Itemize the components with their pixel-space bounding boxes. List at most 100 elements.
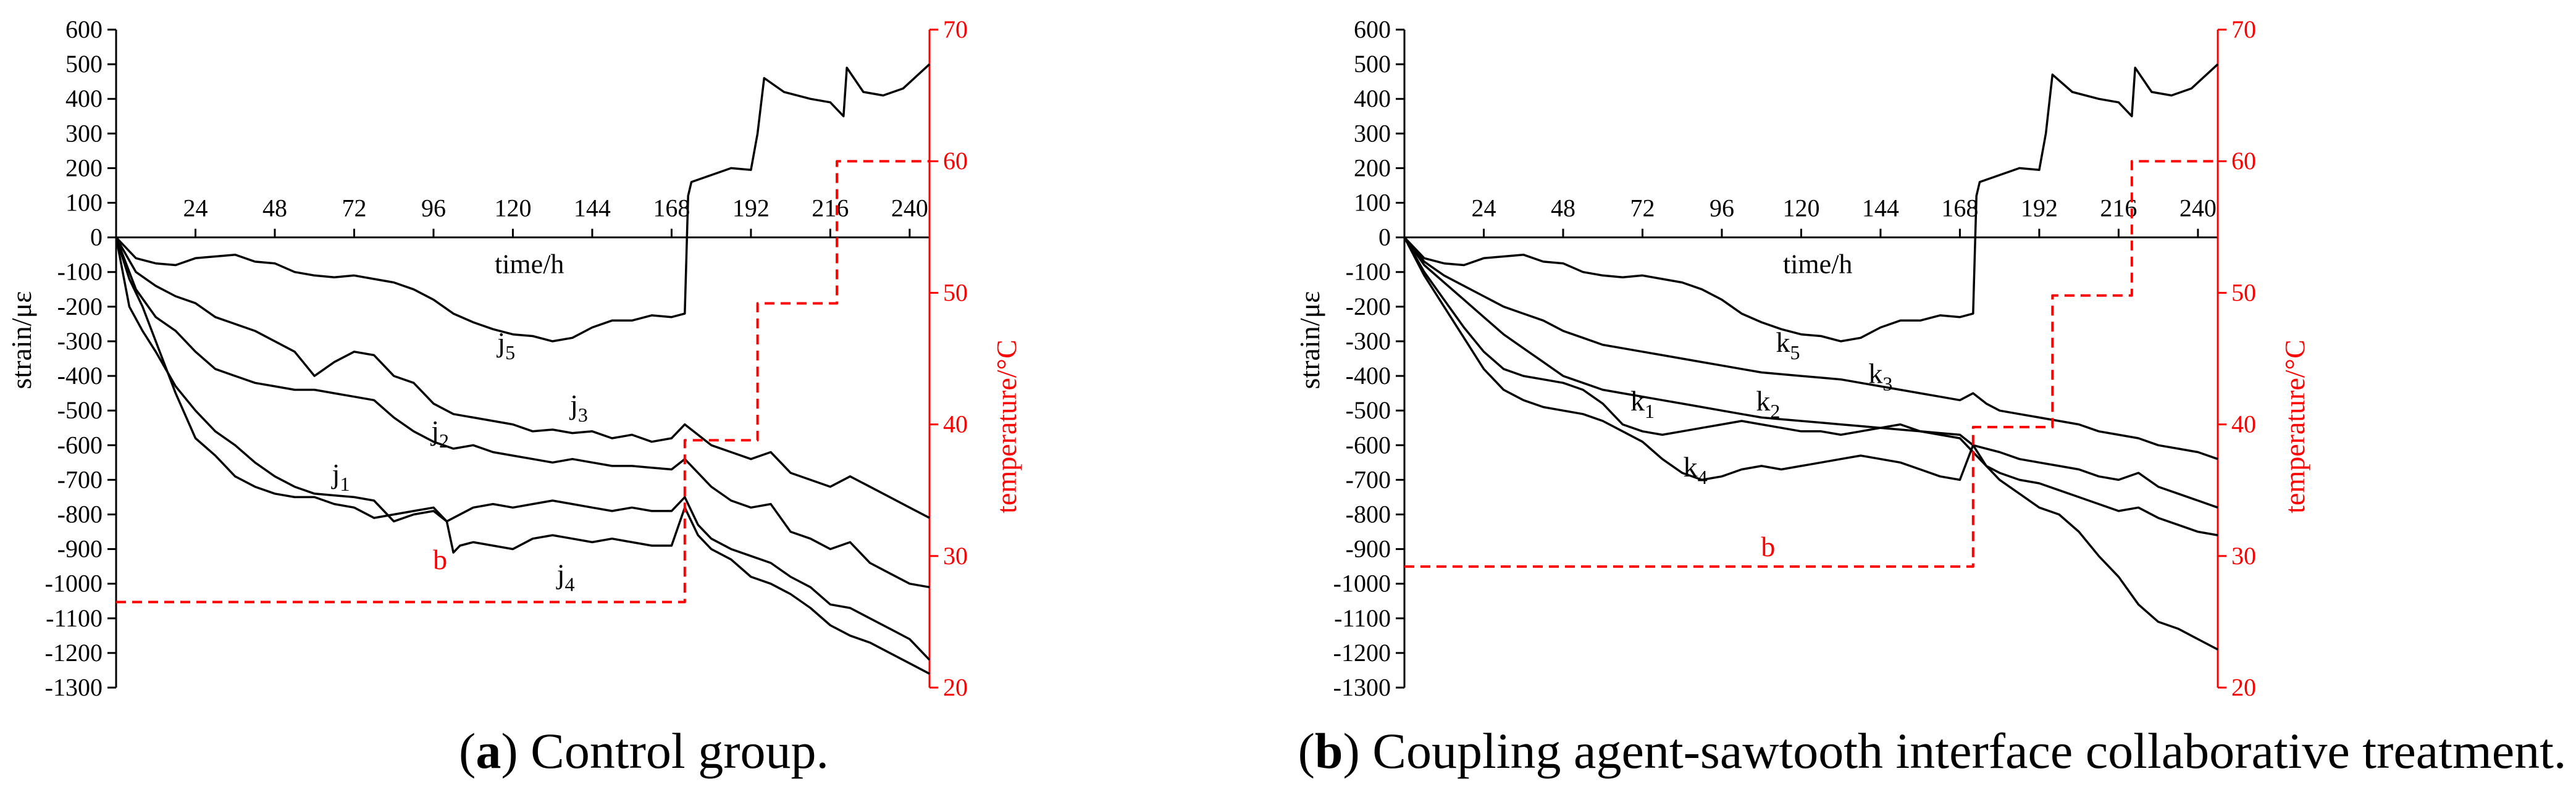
y-tick-label-left: -300	[1346, 327, 1391, 355]
chart-b-svg: 600 500 400 300 200 100 0 -100 -200 -300 -400 -500 -…	[1294, 15, 2310, 701]
y-axis-label-right: temperature/°C	[2279, 339, 2310, 514]
y-tick-label-left: -700	[1346, 465, 1391, 493]
caption-text: Control group.	[518, 723, 829, 779]
strain-line-j1	[115, 237, 931, 661]
y-tick-label-left: 600	[65, 15, 103, 43]
y-tick-label-right: 50	[2231, 278, 2256, 306]
x-tick-label: 168	[653, 194, 690, 222]
y-tick-label-left: 0	[1378, 223, 1391, 251]
x-axis-label: time/h	[1783, 249, 1852, 280]
strain-line-k3	[1403, 236, 2218, 460]
x-tick-label: 24	[183, 194, 208, 222]
x-axis-label: time/h	[495, 249, 564, 280]
strain-line-j3	[115, 236, 930, 519]
x-tick-label: 72	[342, 194, 366, 222]
strain-line-k2	[1403, 236, 2218, 509]
y-tick-label-left: -1000	[45, 570, 103, 597]
y-tick-label-right: 20	[943, 673, 968, 701]
y-tick-label-left: -1000	[1333, 570, 1391, 597]
series-label-b: b	[1761, 531, 1775, 562]
series-label-j1: j1	[331, 458, 350, 495]
x-tick-label: 192	[2021, 194, 2058, 222]
y-tick-label-left: -300	[57, 327, 103, 355]
y-axis-label-left: strain/με	[6, 291, 37, 389]
x-tick-label: 24	[1471, 194, 1496, 222]
y-tick-label-left: 100	[1354, 189, 1391, 217]
x-tick-label: 96	[1710, 194, 1734, 222]
y-tick-label-left: -500	[1346, 396, 1391, 424]
series-label-k2: k2	[1756, 385, 1780, 422]
y-tick-label-left: 500	[65, 50, 103, 78]
y-tick-label-left: 600	[1354, 15, 1391, 43]
strain-line-j2	[115, 236, 930, 589]
x-tick-label: 96	[421, 194, 446, 222]
y-tick-label-left: -100	[1346, 258, 1391, 286]
caption-text: Coupling agent-sawtooth interface collab…	[1359, 723, 2567, 779]
caption-a: (a) Control group.	[459, 723, 829, 779]
y-tick-label-left: 400	[1354, 85, 1391, 112]
y-tick-label-left: -400	[57, 362, 103, 389]
x-tick-label: 240	[891, 194, 928, 222]
strain-line-k5	[1403, 63, 2219, 343]
y-tick-label-left: -200	[1346, 293, 1391, 320]
chart-panel-a: 600 500 400 300 200 100 0 -100 -200 -300 -400 -500 -…	[6, 15, 1022, 779]
y-tick-label-left: 300	[1354, 119, 1391, 147]
y-tick-label-left: 100	[65, 189, 103, 217]
y-tick-label-right: 60	[2231, 147, 2256, 175]
temperature-line-b	[116, 160, 929, 604]
y-axis-label-left: strain/με	[1294, 291, 1325, 389]
x-tick-label: 144	[1862, 194, 1899, 222]
y-tick-label-left: -200	[57, 293, 103, 320]
y-tick-label-left: -600	[57, 431, 103, 459]
series-label-b: b	[433, 544, 447, 575]
y-tick-label-left: -1200	[1333, 639, 1391, 667]
series-label-k4: k4	[1684, 451, 1708, 488]
y-tick-label-right: 40	[943, 410, 968, 438]
series-label-k1: k1	[1630, 385, 1655, 422]
y-tick-label-right: 70	[943, 15, 968, 43]
y-tick-label-right: 50	[943, 278, 968, 306]
caption-letter: b	[1314, 723, 1343, 779]
y-tick-label-left: -800	[1346, 500, 1391, 528]
y-tick-label-left: -500	[57, 396, 103, 424]
caption-b: (b) Coupling agent-sawtooth interface co…	[1298, 723, 2567, 779]
y-tick-label-left: -600	[1346, 431, 1391, 459]
chart-a-svg: 600 500 400 300 200 100 0 -100 -200 -300 -400 -500 -…	[6, 15, 1022, 701]
strain-line-k4	[1403, 236, 2218, 651]
y-tick-label-left: -900	[1346, 535, 1391, 563]
x-tick-label: 48	[1551, 194, 1575, 222]
series-label-k3: k3	[1868, 357, 1892, 394]
y-tick-label-left: -900	[57, 535, 103, 563]
y-tick-label-left: 200	[65, 154, 103, 181]
y-tick-label-left: 500	[1354, 50, 1391, 78]
strain-line-j4	[115, 237, 930, 675]
x-tick-label: 168	[1941, 194, 1978, 222]
y-tick-label-left: -700	[57, 465, 103, 493]
y-tick-label-right: 20	[2231, 673, 2256, 701]
chart-panel-b: 600 500 400 300 200 100 0 -100 -200 -300 -400 -500 -…	[1288, 0, 2576, 795]
x-tick-label: 72	[1630, 194, 1655, 222]
y-tick-label-left: -1100	[1334, 604, 1391, 632]
y-tick-label-right: 70	[2231, 15, 2256, 43]
strain-line-j5	[115, 63, 931, 343]
x-tick-label: 192	[732, 194, 770, 222]
series-label-j2: j2	[430, 415, 449, 452]
x-tick-label: 48	[262, 194, 287, 222]
temperature-line-b	[1404, 160, 2218, 568]
y-tick-label-left: -1300	[1333, 673, 1391, 701]
series-label-j3: j3	[569, 389, 588, 426]
y-axis-label-right: temperature/°C	[991, 339, 1022, 514]
series-label-j5: j5	[496, 327, 515, 364]
y-tick-label-left: -400	[1346, 362, 1391, 389]
y-tick-label-left: 300	[65, 119, 103, 147]
y-tick-label-left: 200	[1354, 154, 1391, 181]
y-tick-label-left: -1300	[45, 673, 103, 701]
strain-line-k1	[1403, 236, 2218, 536]
x-tick-label: 120	[1782, 194, 1819, 222]
caption-letter: a	[476, 723, 501, 779]
y-tick-label-right: 60	[943, 147, 968, 175]
x-tick-label: 216	[812, 194, 849, 222]
x-tick-label: 120	[494, 194, 531, 222]
y-tick-label-right: 30	[2231, 542, 2256, 570]
y-tick-label-left: -100	[57, 258, 103, 286]
